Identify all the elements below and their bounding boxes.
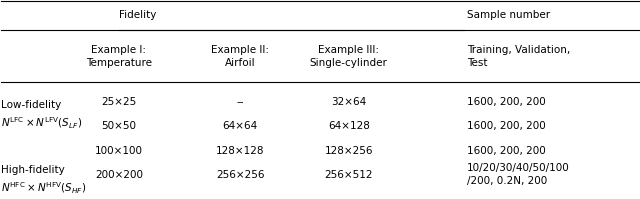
Text: 256×512: 256×512 <box>324 170 373 180</box>
Text: Example III:
Single-cylinder: Example III: Single-cylinder <box>310 45 388 68</box>
Text: 64×128: 64×128 <box>328 121 370 131</box>
Text: 256×256: 256×256 <box>216 170 264 180</box>
Text: 50×50: 50×50 <box>101 121 136 131</box>
Text: 1600, 200, 200: 1600, 200, 200 <box>467 97 546 107</box>
Text: Example I:
Temperature: Example I: Temperature <box>86 45 152 68</box>
Text: 200×200: 200×200 <box>95 170 143 180</box>
Text: --: -- <box>236 97 244 107</box>
Text: 128×128: 128×128 <box>216 146 264 156</box>
Text: 100×100: 100×100 <box>95 146 143 156</box>
Text: 64×64: 64×64 <box>223 121 258 131</box>
Text: Sample number: Sample number <box>467 10 550 20</box>
Text: Low-fidelity
$N^{\mathrm{LFC}} \times N^{\mathrm{LFV}}(S_{LF})$: Low-fidelity $N^{\mathrm{LFC}} \times N^… <box>1 100 82 131</box>
Text: 25×25: 25×25 <box>101 97 136 107</box>
Text: High-fidelity
$N^{\mathrm{HFC}} \times N^{\mathrm{HFV}}(S_{HF})$: High-fidelity $N^{\mathrm{HFC}} \times N… <box>1 165 86 196</box>
Text: 32×64: 32×64 <box>331 97 366 107</box>
Text: Example II:
Airfoil: Example II: Airfoil <box>211 45 269 68</box>
Text: 1600, 200, 200: 1600, 200, 200 <box>467 121 546 131</box>
Text: 128×256: 128×256 <box>324 146 373 156</box>
Text: 10/20/30/40/50/100
/200, 0.2N, 200: 10/20/30/40/50/100 /200, 0.2N, 200 <box>467 163 570 186</box>
Text: Fidelity: Fidelity <box>119 10 156 20</box>
Text: 1600, 200, 200: 1600, 200, 200 <box>467 146 546 156</box>
Text: Training, Validation,
Test: Training, Validation, Test <box>467 45 570 68</box>
